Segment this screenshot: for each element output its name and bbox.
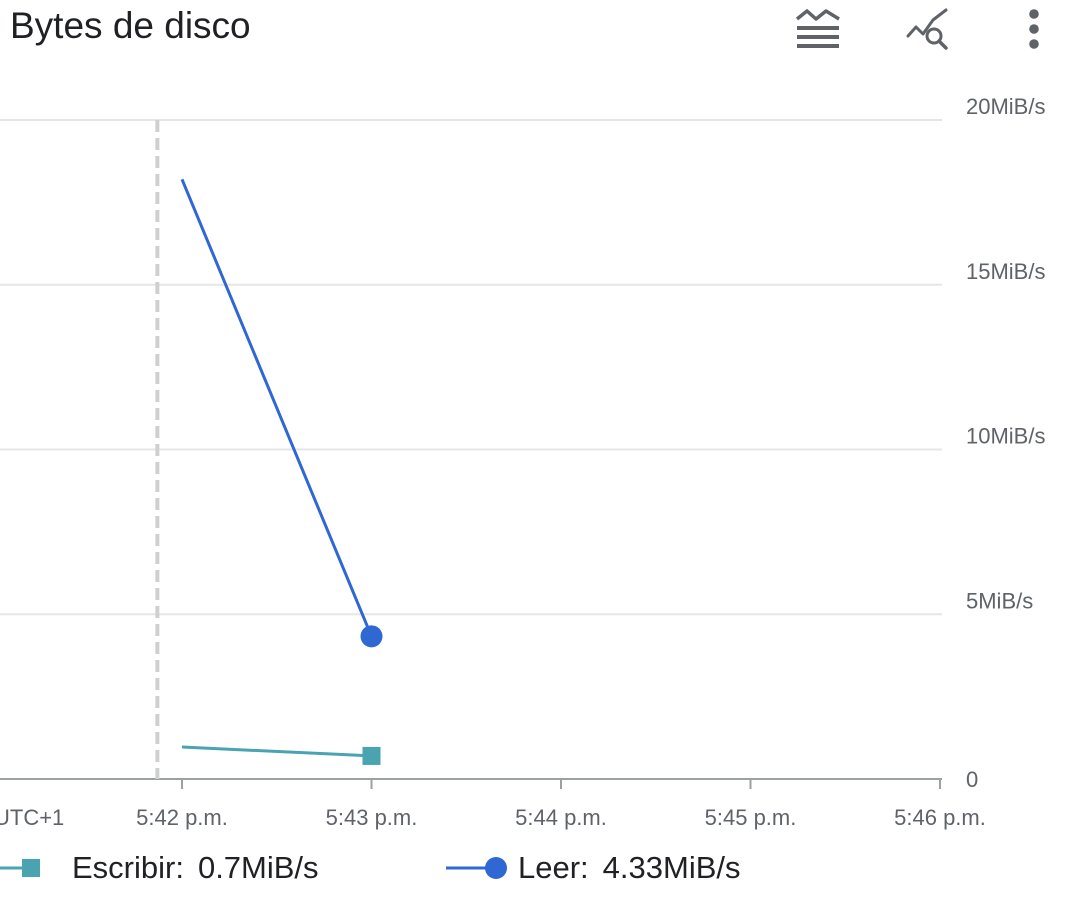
- chart-legend: Escribir: 0.7MiB/s Leer: 4.33MiB/s: [0, 840, 1078, 896]
- y-tick-label: 20MiB/s: [966, 94, 1045, 119]
- series-line-leer: [180, 178, 373, 637]
- x-tick-label: 5:45 p.m.: [705, 805, 797, 830]
- legend-write-value: 0.7MiB/s: [197, 850, 319, 885]
- x-tick-label: 5:44 p.m.: [515, 805, 607, 830]
- chart-header: Bytes de disco: [0, 0, 1078, 60]
- write-series-swatch: [0, 859, 40, 877]
- series-line-escribir: [181, 745, 372, 758]
- explore-chart-button[interactable]: [896, 0, 956, 56]
- gridlines: [0, 119, 942, 616]
- series: [180, 178, 383, 765]
- legend-item-write[interactable]: Escribir: 0.7MiB/s: [0, 840, 319, 896]
- read-series-swatch: [446, 857, 507, 879]
- legend-read-label: Leer:: [518, 850, 589, 885]
- legend-write-label: Escribir:: [72, 850, 184, 885]
- timezone-label: UTC+1: [0, 805, 64, 830]
- disk-bytes-chart: 0 5MiB/s 10MiB/s 15MiB/s 20MiB/s 5:42 p.m. 5:4…: [0, 94, 1045, 830]
- y-tick-label: 10MiB/s: [966, 424, 1045, 449]
- explore-chart-icon: [906, 8, 948, 50]
- y-tick-label: 0: [966, 767, 978, 792]
- y-tick-label: 15MiB/s: [966, 259, 1045, 284]
- series-point-escribir: [362, 746, 381, 765]
- x-tick-label: 5:46 p.m.: [894, 805, 986, 830]
- x-tick-label: 5:43 p.m.: [326, 805, 418, 830]
- legend-toggle-icon: [795, 9, 840, 48]
- more-options-button[interactable]: [1004, 0, 1064, 56]
- chart-title: Bytes de disco: [10, 5, 251, 46]
- legend-item-read[interactable]: Leer: 4.33MiB/s: [446, 840, 741, 896]
- x-tick-label: 5:42 p.m.: [136, 805, 228, 830]
- more-vert-icon: [1029, 9, 1039, 49]
- axes: [0, 120, 942, 789]
- y-tick-label: 5MiB/s: [966, 588, 1033, 613]
- tick-labels: 0 5MiB/s 10MiB/s 15MiB/s 20MiB/s 5:42 p.m. 5:4…: [0, 94, 1045, 830]
- series-point-leer: [360, 625, 383, 648]
- legend-toggle-button[interactable]: [788, 0, 848, 56]
- legend-read-value: 4.33MiB/s: [602, 850, 741, 885]
